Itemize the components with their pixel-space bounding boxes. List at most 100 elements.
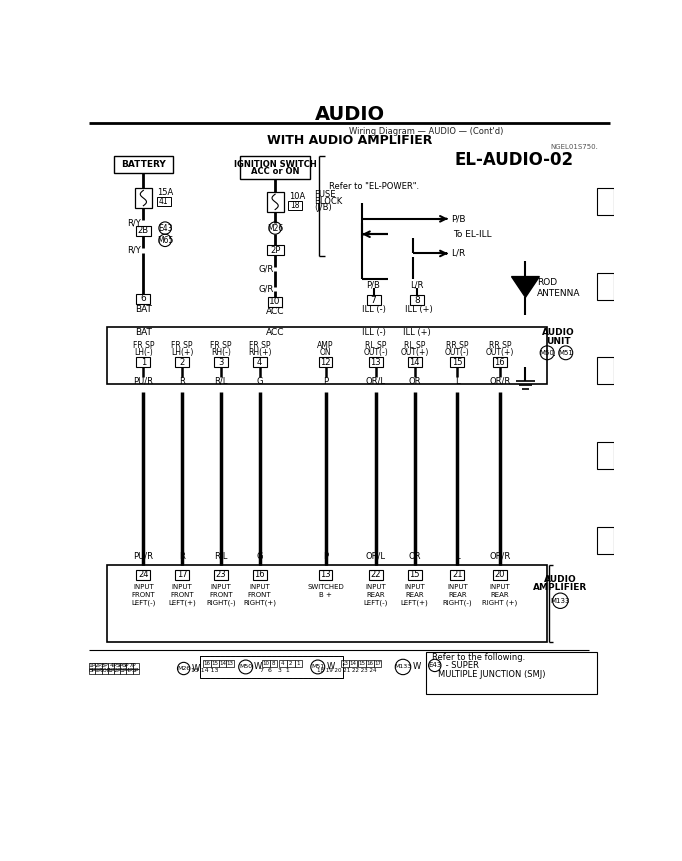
Text: ILL (-): ILL (-) [361,305,385,314]
Bar [108,668,114,674]
Text: R/L: R/L [214,552,228,561]
Text: 3P: 3P [101,663,108,668]
Bar [107,326,547,384]
Text: OR: OR [409,552,421,561]
Text: 21: 21 [452,570,462,579]
Text: 24: 24 [138,570,149,579]
Bar [203,660,211,667]
Text: OR/L: OR/L [366,552,386,561]
Text: W: W [326,662,335,672]
Text: INPUT: INPUT [404,584,425,590]
Bar [107,566,547,642]
Text: ILL (+): ILL (+) [405,305,433,314]
Text: PU/R: PU/R [134,552,153,561]
Bar [279,660,286,667]
Text: INPUT: INPUT [490,584,510,590]
Text: 8P: 8P [89,668,96,673]
Text: Wiring Diagram — AUDIO — (Cont'd): Wiring Diagram — AUDIO — (Cont'd) [349,127,504,135]
Bar [410,295,424,306]
Text: L: L [455,377,460,386]
Text: 2B: 2B [138,226,149,235]
Bar [136,294,150,304]
Text: 14: 14 [219,661,226,666]
Bar [126,668,132,674]
Text: 15: 15 [409,570,420,579]
Bar [132,668,138,674]
Text: RIGHT(-): RIGHT(-) [206,599,236,605]
Bar [157,197,170,206]
Text: 10P: 10P [99,668,110,673]
Text: WITH AUDIO AMPLIFIER: WITH AUDIO AMPLIFIER [267,133,432,146]
Text: R: R [179,377,185,386]
Text: 17: 17 [374,661,381,666]
Text: RL SP: RL SP [365,341,387,350]
Text: RH(-): RH(-) [211,349,231,357]
Text: RR SP: RR SP [488,341,511,350]
Text: REAR: REAR [490,592,509,598]
Text: 7  6   3  1: 7 6 3 1 [261,667,290,672]
Text: P: P [323,552,328,561]
Text: MULTIPLE JUNCTION (SMJ): MULTIPLE JUNCTION (SMJ) [438,670,546,679]
Text: INPUT: INPUT [211,584,231,590]
Text: BLOCK: BLOCK [314,196,342,206]
Text: 16: 16 [366,661,373,666]
Bar [214,357,228,367]
Text: 13: 13 [320,570,331,579]
Text: 14: 14 [349,661,356,666]
Text: 2: 2 [179,357,185,367]
Bar [136,226,151,236]
Text: 2P: 2P [95,663,102,668]
Text: FRONT: FRONT [170,592,194,598]
Text: INPUT: INPUT [447,584,468,590]
Bar [341,660,349,667]
Text: P/B: P/B [451,214,466,223]
Text: LEFT(+): LEFT(+) [168,599,196,605]
Text: M133: M133 [394,665,412,670]
Bar [493,570,507,579]
Text: INPUT: INPUT [133,584,153,590]
Bar [240,156,310,179]
Bar [126,663,132,668]
Bar [214,570,228,579]
Text: 13: 13 [226,661,234,666]
Text: 7: 7 [371,296,376,305]
Bar [114,156,173,172]
Text: B +: B + [319,592,332,598]
Text: OUT(-): OUT(-) [445,349,470,357]
Text: AUDIO: AUDIO [544,574,577,584]
Bar [450,570,464,579]
Bar [295,660,302,667]
Text: M50: M50 [239,665,252,670]
Text: FRONT: FRONT [248,592,271,598]
Bar [200,656,343,678]
Text: OR: OR [409,377,421,386]
Text: M51: M51 [311,665,325,670]
Text: OR/R: OR/R [489,552,511,561]
Bar [114,663,120,668]
Text: - SUPER: - SUPER [443,661,479,670]
Bar [493,357,507,367]
Bar [369,357,383,367]
Text: SWITCHED: SWITCHED [307,584,344,590]
Text: 6: 6 [140,294,146,303]
Text: 13: 13 [342,661,349,666]
Text: 10: 10 [263,661,269,666]
Text: P/B: P/B [367,281,381,289]
Text: E43: E43 [158,224,173,232]
Bar [218,660,226,667]
Text: ACC: ACC [266,307,284,316]
Text: 8: 8 [414,296,420,305]
Bar [408,357,421,367]
Text: P: P [323,377,328,386]
Text: AMPLIFIER: AMPLIFIER [533,583,587,592]
Text: 9P: 9P [95,668,102,673]
Bar [120,668,126,674]
Text: LH(+): LH(+) [171,349,193,357]
Bar [597,188,614,215]
Bar [200,656,343,678]
Text: 20: 20 [494,570,505,579]
Bar [426,652,597,694]
Text: 15A: 15A [158,189,174,197]
Text: 18: 18 [291,201,300,210]
Bar [349,660,357,667]
